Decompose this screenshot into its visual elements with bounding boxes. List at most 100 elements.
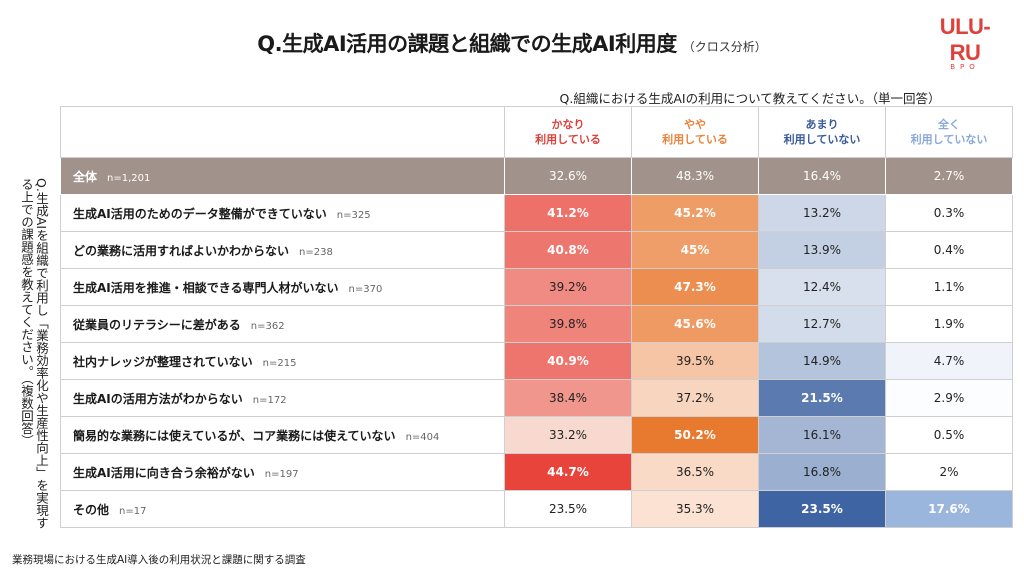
row-label: 従業員のリテラシーに差がある n=362 xyxy=(60,305,505,343)
row-n: n=362 xyxy=(250,320,285,332)
total-row: 全体 n=1,201 32.6% 48.3% 16.4% 2.7% xyxy=(60,157,1013,195)
value-cell: 44.7% xyxy=(504,453,632,491)
value-cell: 38.4% xyxy=(504,379,632,417)
table-row: 簡易的な業務には使えているが、コア業務には使えていない n=404 33.2% 50.… xyxy=(60,416,1013,454)
total-value-cell: 48.3% xyxy=(631,157,759,195)
value-cell: 12.7% xyxy=(758,305,886,343)
column-header-4: 全く 利用していない xyxy=(885,106,1013,158)
column-header-1: かなり 利用している xyxy=(504,106,632,158)
row-n: n=172 xyxy=(252,394,287,406)
column-header-line2: 利用していない xyxy=(910,133,988,146)
row-n: n=325 xyxy=(336,209,371,221)
cross-table: かなり 利用している やや 利用している あまり 利用していない 全く 利用していない 全体 n=… xyxy=(60,106,1013,528)
value-cell: 39.5% xyxy=(631,342,759,380)
value-cell: 47.3% xyxy=(631,268,759,306)
value-cell: 40.8% xyxy=(504,231,632,269)
logo-text: ULU-RU xyxy=(939,14,991,65)
column-header-line1: やや xyxy=(684,118,706,131)
value-cell: 35.3% xyxy=(631,490,759,528)
header-blank-cell xyxy=(60,106,505,158)
title-sub: （クロス分析） xyxy=(682,40,767,54)
table-row: 従業員のリテラシーに差がある n=362 39.8% 45.6% 12.7% 1.9% xyxy=(60,305,1013,343)
value-cell: 36.5% xyxy=(631,453,759,491)
row-label: どの業務に活用すればよいかわからない n=238 xyxy=(60,231,505,269)
column-header-line1: 全く xyxy=(938,118,960,131)
row-label: 全体 n=1,201 xyxy=(60,157,505,195)
value-cell: 1.1% xyxy=(885,268,1013,306)
table-row: その他 n=17 23.5% 35.3% 23.5% 17.6% xyxy=(60,490,1013,528)
column-header-line2: 利用していない xyxy=(783,133,861,146)
row-label-text: 社内ナレッジが整理されていない xyxy=(73,354,253,369)
value-cell: 39.8% xyxy=(504,305,632,343)
value-cell: 16.8% xyxy=(758,453,886,491)
header-row: かなり 利用している やや 利用している あまり 利用していない 全く 利用していない xyxy=(60,106,1013,158)
column-header-line2: 利用している xyxy=(662,133,728,146)
value-cell: 13.9% xyxy=(758,231,886,269)
column-question: Q.組織における生成AIの利用について教えてください。（単一回答） xyxy=(559,91,941,106)
value-cell: 23.5% xyxy=(504,490,632,528)
value-cell: 13.2% xyxy=(758,194,886,232)
row-question: Q.生成AIを組織で利用し「業務効率化や生産性向上」を実現する上での課題感を教え… xyxy=(19,178,49,530)
row-label-text: 生成AIの活用方法がわからない xyxy=(73,391,243,406)
row-n: n=238 xyxy=(299,246,333,258)
value-cell: 0.3% xyxy=(885,194,1013,232)
table-row: 生成AI活用を推進・相談できる専門人材がいない n=370 39.2% 47.3% 12… xyxy=(60,268,1013,306)
value-cell: 1.9% xyxy=(885,305,1013,343)
total-value-cell: 16.4% xyxy=(758,157,886,195)
row-n: n=197 xyxy=(264,468,299,480)
value-cell: 16.1% xyxy=(758,416,886,454)
column-header-line1: かなり xyxy=(551,118,585,131)
row-label-text: どの業務に活用すればよいかわからない xyxy=(73,243,290,258)
column-header-line2: 利用している xyxy=(535,133,601,146)
value-cell: 45.2% xyxy=(631,194,759,232)
value-cell: 45.6% xyxy=(631,305,759,343)
logo-sub: BPO xyxy=(950,63,980,71)
value-cell: 23.5% xyxy=(758,490,886,528)
row-label: 生成AI活用のためのデータ整備ができていない n=325 xyxy=(60,194,505,232)
source-note: 業務現場における生成AI導入後の利用状況と課題に関する調査 xyxy=(12,554,306,566)
title-main: Q.生成AI活用の課題と組織での生成AI利用度 xyxy=(257,32,677,56)
column-header-2: やや 利用している xyxy=(631,106,759,158)
value-cell: 17.6% xyxy=(885,490,1013,528)
row-label-text: 生成AI活用を推進・相談できる専門人材がいない xyxy=(73,280,339,295)
company-logo: ULU-RU BPO xyxy=(932,14,998,71)
table-row: 生成AIの活用方法がわからない n=172 38.4% 37.2% 21.5% 2.9% xyxy=(60,379,1013,417)
value-cell: 41.2% xyxy=(504,194,632,232)
table-row: 生成AI活用のためのデータ整備ができていない n=325 41.2% 45.2% 13.… xyxy=(60,194,1013,232)
value-cell: 33.2% xyxy=(504,416,632,454)
row-n: n=215 xyxy=(262,357,297,369)
total-value-cell: 32.6% xyxy=(504,157,632,195)
row-label: 生成AI活用を推進・相談できる専門人材がいない n=370 xyxy=(60,268,505,306)
table-row: どの業務に活用すればよいかわからない n=238 40.8% 45% 13.9% 0.4% xyxy=(60,231,1013,269)
row-n: n=404 xyxy=(405,431,440,443)
value-cell: 2% xyxy=(885,453,1013,491)
value-cell: 14.9% xyxy=(758,342,886,380)
row-label: 生成AI活用に向き合う余裕がない n=197 xyxy=(60,453,505,491)
value-cell: 21.5% xyxy=(758,379,886,417)
row-label-text: 従業員のリテラシーに差がある xyxy=(73,317,241,332)
value-cell: 0.4% xyxy=(885,231,1013,269)
value-cell: 2.9% xyxy=(885,379,1013,417)
row-label-text: 生成AI活用のためのデータ整備ができていない xyxy=(73,206,327,221)
column-header-3: あまり利用していない xyxy=(758,106,886,158)
table-row: 社内ナレッジが整理されていない n=215 40.9% 39.5% 14.9% 4.7% xyxy=(60,342,1013,380)
page-title: Q.生成AI活用の課題と組織での生成AI利用度 （クロス分析） xyxy=(0,28,1024,58)
table-row: 生成AI活用に向き合う余裕がない n=197 44.7% 36.5% 16.8% 2% xyxy=(60,453,1013,491)
row-n: n=370 xyxy=(348,283,383,295)
row-label: 生成AIの活用方法がわからない n=172 xyxy=(60,379,505,417)
row-label-text: 簡易的な業務には使えているが、コア業務には使えていない xyxy=(73,428,396,443)
row-label: 簡易的な業務には使えているが、コア業務には使えていない n=404 xyxy=(60,416,505,454)
value-cell: 37.2% xyxy=(631,379,759,417)
value-cell: 50.2% xyxy=(631,416,759,454)
column-header-line1: あまり xyxy=(805,118,839,131)
value-cell: 45% xyxy=(631,231,759,269)
value-cell: 39.2% xyxy=(504,268,632,306)
row-label-text: その他 xyxy=(73,502,110,517)
row-n: n=1,201 xyxy=(107,172,151,184)
row-label: その他 n=17 xyxy=(60,490,505,528)
row-label-text: 生成AI活用に向き合う余裕がない xyxy=(73,465,255,480)
value-cell: 12.4% xyxy=(758,268,886,306)
row-label-text: 全体 xyxy=(73,169,98,184)
row-label: 社内ナレッジが整理されていない n=215 xyxy=(60,342,505,380)
value-cell: 40.9% xyxy=(504,342,632,380)
